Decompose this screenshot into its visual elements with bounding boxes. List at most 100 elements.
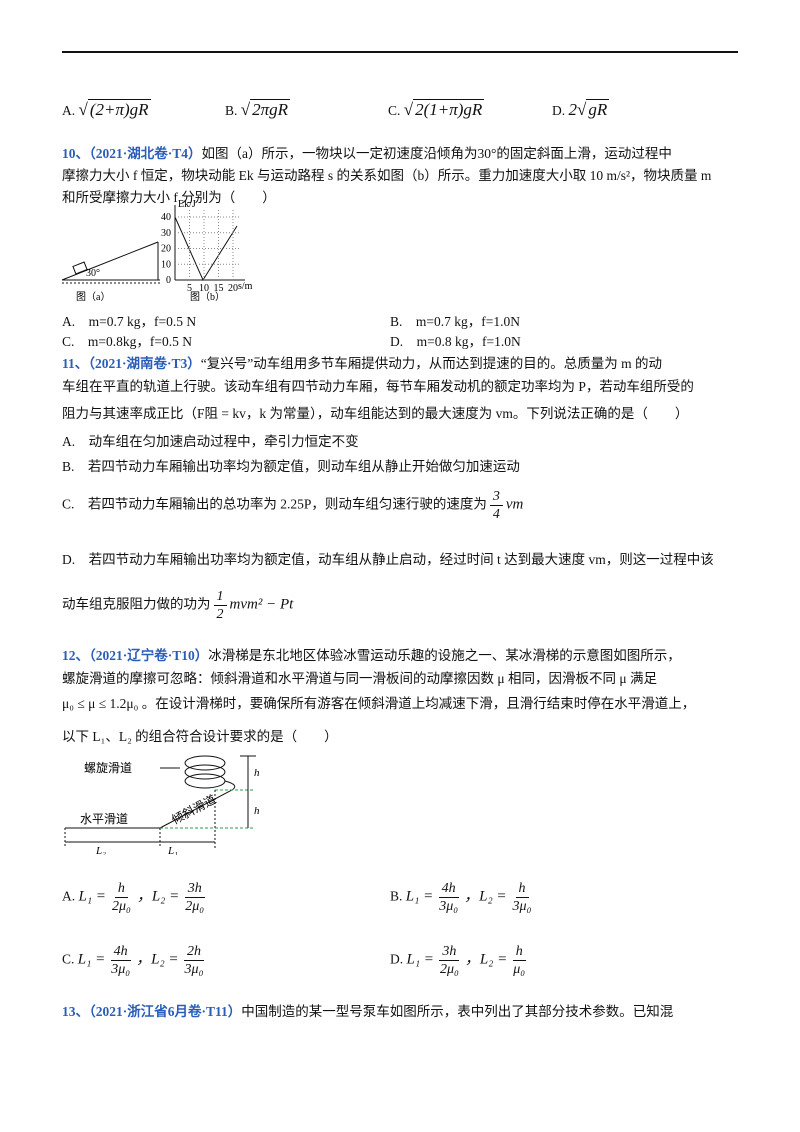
text: 3μ₀ (439, 899, 459, 914)
text: h (114, 880, 128, 898)
text: B. (225, 103, 238, 118)
text: 2(1+π)gR (413, 99, 485, 119)
text: （2021·浙江省6月卷·T11） (89, 1004, 242, 1019)
caption: 图（b） (190, 291, 225, 303)
text: 2μ₀ (185, 899, 205, 914)
option: D. 2√ gR (552, 99, 610, 120)
shape (184, 764, 226, 780)
x-tick-label: 5 (187, 283, 192, 294)
shape (61, 241, 159, 281)
text: ，L₂ = (136, 951, 179, 968)
text: mvm² − Pt (229, 596, 294, 613)
text: 动车组克服阻力做的功为 (62, 596, 211, 612)
label: 水平滑道 (80, 812, 128, 826)
text: 2 (568, 100, 578, 119)
text: L₁ = (406, 951, 434, 968)
shape: A. L₁ = h 2μ₀ ，L₂ = 3h 2μ₀ (62, 880, 210, 915)
shape: C. 若四节动力车厢输出的总功率为 2.25P，则动车组匀速行驶的速度为 3 4 vm (62, 488, 523, 523)
shape: h 2μ₀ (109, 880, 134, 915)
y-tick-label: 40 (161, 212, 171, 223)
text: 3μ₀ (512, 899, 532, 914)
text: 和所受摩擦力大小 f 分别为（ ） (62, 190, 276, 205)
shape: 30° 图（a） 图（b） Ek/J s/m 0 10 20 30 40 5 10 15 20 (61, 199, 253, 303)
text: A. (62, 888, 76, 904)
shape: 11、（2021·湖南卷·T3）“复兴号”动车组用多节车厢提供动力，从而达到提速… (62, 352, 662, 372)
text: B. m=0.7 kg，f=1.0N (390, 314, 520, 329)
shape (174, 216, 238, 282)
shape: h μ₀ (510, 943, 528, 978)
text: （2021·湖北卷·T4） (89, 146, 202, 161)
text: A. (62, 103, 76, 118)
text: D. (552, 103, 566, 118)
text: 2πgR (250, 99, 291, 119)
x-tick-label: 15 (214, 283, 224, 294)
text: 12、 (62, 648, 89, 663)
shape: C. L₁ = 4h 3μ₀ ，L₂ = 2h 3μ₀ (62, 943, 209, 978)
text: ，L₂ = (464, 951, 508, 968)
text: (2+π)gR (87, 99, 151, 119)
label: 倾斜滑道 (169, 792, 218, 827)
label: L₁ (167, 845, 178, 855)
y-tick-label: 20 (161, 244, 171, 255)
text: C. m=0.8kg，f=0.5 N (62, 334, 192, 349)
shape: 动车组克服阻力做的功为 1 2 mvm² − Pt (62, 588, 293, 623)
text: A. 动车组在匀加速启动过程中，牵引力恒定不变 (62, 434, 359, 449)
text: L₁ = (405, 888, 434, 905)
axis-label: s/m (238, 281, 253, 292)
label: L₂ (95, 845, 106, 855)
text: （2021·湖南卷·T3） (88, 356, 201, 371)
text: D. m=0.8 kg，f=1.0N (390, 334, 521, 349)
text: L₁ = (77, 951, 106, 968)
text: 3μ₀ (111, 962, 131, 977)
text: 1 (213, 588, 227, 606)
shape: 3h 2μ₀ (182, 880, 207, 915)
shape: √ 2πgR (240, 99, 291, 119)
text: 中国制造的某一型号泵车如图所示，表中列出了其部分技术参数。已知混 (241, 1004, 674, 1019)
text: 4h (110, 943, 131, 961)
shape (184, 755, 226, 771)
y-tick-label: 10 (161, 259, 171, 270)
shape: B. L₁ = 4h 3μ₀ ，L₂ = h 3μ₀ (390, 880, 537, 915)
shape: h 3μ₀ (510, 880, 535, 915)
text: 13、 (62, 1004, 89, 1019)
text: 螺旋滑道的摩擦可忽略：倾斜滑道和水平滑道与同一滑板间的动摩擦因数 μ 相同，因滑… (62, 671, 657, 686)
label: h (254, 767, 260, 779)
text: vm (505, 496, 524, 513)
text: C. (62, 951, 75, 967)
shape: √ (2+π)gR (78, 99, 151, 119)
label: h (254, 805, 260, 817)
x-tick-label: 10 (199, 283, 209, 294)
option: B. √ 2πgR (225, 99, 291, 120)
text: ，L₂ = (136, 888, 180, 905)
x-tick-label: 20 (228, 283, 238, 294)
shape: 2h 3μ₀ (182, 943, 207, 978)
shape: √ 2(1+π)gR (403, 99, 485, 119)
text: h (512, 943, 526, 961)
text: C. 若四节动力车厢输出的总功率为 2.25P，则动车组匀速行驶的速度为 (62, 496, 487, 512)
angle-label: 30° (86, 268, 100, 279)
text: μ₀ (513, 962, 526, 977)
text: “复兴号”动车组用多节车厢提供动力，从而达到提速的目的。总质量为 m 的动 (200, 356, 663, 371)
text: 4h (438, 880, 459, 898)
shape: 10、（2021·湖北卷·T4）如图（a）所示，一物块以一定初速度沿倾角为30°… (62, 142, 672, 162)
shape: 4h 3μ₀ (108, 943, 133, 978)
shape: D. L₁ = 3h 2μ₀ ，L₂ = h μ₀ (390, 943, 531, 978)
shape: 12、（2021·辽宁卷·T10）冰滑梯是东北地区体验冰雪运动乐趣的设施之一、某… (62, 644, 681, 664)
text: 2μ₀ (439, 962, 459, 977)
text: D. (390, 951, 404, 967)
text: 11、 (62, 356, 89, 371)
text: 车组在平直的轨道上行驶。该动车组有四节动力车厢，每节车厢发动机的额定功率均为 P… (62, 379, 694, 394)
shape: 3h 2μ₀ (437, 943, 462, 978)
shape (184, 773, 226, 789)
text: 阻力与其速率成正比（F阻 = kv，k 为常量），动车组能达到的最大速度为 vm… (62, 406, 689, 421)
text: gR (586, 99, 610, 119)
text: μ₀ ≤ μ ≤ 1.2μ₀ 。在设计滑梯时，要确保所有游客在倾斜滑道上均减速下… (62, 696, 696, 711)
text: h (515, 880, 529, 898)
shape: 2√ gR (568, 99, 610, 119)
figure: 30° 图（a） 图（b） Ek/J s/m 0 10 20 30 40 5 10 15 20 (61, 199, 253, 303)
text: B. 若四节动力车厢输出功率均为额定值，则动车组从静止开始做匀加速运动 (62, 459, 520, 474)
shape (72, 261, 88, 275)
axis-label: Ek/J (178, 199, 196, 210)
